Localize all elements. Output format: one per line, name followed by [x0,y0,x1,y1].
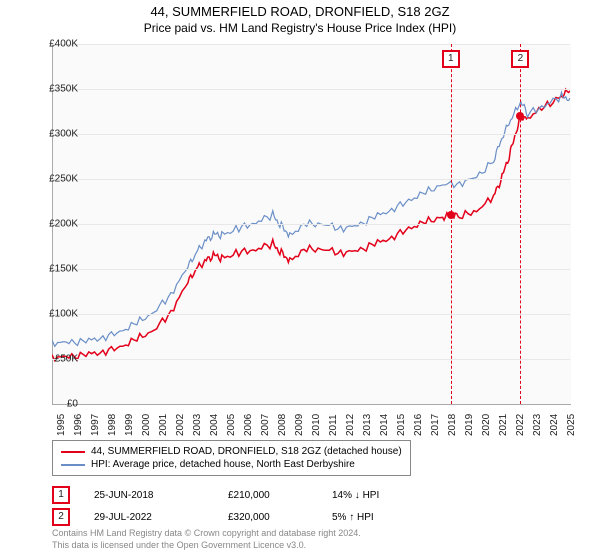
legend-item: 44, SUMMERFIELD ROAD, DRONFIELD, S18 2GZ… [61,445,402,458]
gridline-h [52,359,570,360]
chart-container: 44, SUMMERFIELD ROAD, DRONFIELD, S18 2GZ… [0,0,600,560]
x-axis-label: 2022 [515,414,526,436]
y-axis-label: £50K [28,354,78,365]
sale-marker-badge: 2 [52,508,70,526]
x-axis-label: 2013 [362,414,373,436]
x-axis-label: 2002 [175,414,186,436]
y-axis-label: £250K [28,174,78,185]
x-axis-label: 2001 [158,414,169,436]
series-line-price_paid [52,89,570,360]
x-axis-label: 2020 [481,414,492,436]
x-axis-label: 2009 [294,414,305,436]
x-axis-label: 2010 [311,414,322,436]
x-axis-label: 1997 [90,414,101,436]
legend-box: 44, SUMMERFIELD ROAD, DRONFIELD, S18 2GZ… [52,440,411,476]
gridline-h [52,314,570,315]
x-axis-label: 2014 [379,414,390,436]
x-axis-label: 2024 [549,414,560,436]
sale-price: £210,000 [228,490,308,501]
y-axis-label: £150K [28,264,78,275]
y-axis-label: £400K [28,39,78,50]
x-axis-label: 2021 [498,414,509,436]
sale-date: 29-JUL-2022 [94,512,204,523]
chart-title: 44, SUMMERFIELD ROAD, DRONFIELD, S18 2GZ [0,0,600,19]
marker-vline-2 [520,44,521,404]
marker-vline-1 [451,44,452,404]
x-axis-label: 2016 [413,414,424,436]
x-axis-label: 2011 [328,414,339,436]
sale-diff: 5% ↑ HPI [332,512,422,523]
sale-date: 25-JUN-2018 [94,490,204,501]
x-axis-label: 2007 [260,414,271,436]
gridline-h [52,89,570,90]
gridline-h [52,224,570,225]
x-axis-label: 1996 [73,414,84,436]
y-axis-label: £100K [28,309,78,320]
series-line-hpi [52,92,570,346]
chart-subtitle: Price paid vs. HM Land Registry's House … [0,19,600,39]
marker-dot-2 [516,112,524,120]
sale-marker-badge: 1 [52,486,70,504]
x-axis-label: 2000 [141,414,152,436]
legend-item: HPI: Average price, detached house, Nort… [61,458,402,471]
y-axis-label: £200K [28,219,78,230]
x-axis-label: 1998 [107,414,118,436]
x-axis-label: 2003 [192,414,203,436]
gridline-h [52,44,570,45]
marker-dot-1 [447,211,455,219]
legend-label: HPI: Average price, detached house, Nort… [91,459,355,470]
footer-line-2: This data is licensed under the Open Gov… [52,540,361,552]
x-axis-label: 2008 [277,414,288,436]
x-axis-label: 2017 [430,414,441,436]
y-axis-label: £300K [28,129,78,140]
gridline-h [52,269,570,270]
legend-label: 44, SUMMERFIELD ROAD, DRONFIELD, S18 2GZ… [91,446,402,457]
sales-table: 1 25-JUN-2018 £210,000 14% ↓ HPI 2 29-JUL-202… [52,484,422,528]
sale-row: 1 25-JUN-2018 £210,000 14% ↓ HPI [52,484,422,506]
sale-diff: 14% ↓ HPI [332,490,422,501]
footer-attribution: Contains HM Land Registry data © Crown c… [52,528,361,551]
legend-swatch [61,464,85,466]
y-axis-label: £350K [28,84,78,95]
x-axis-label: 2004 [209,414,220,436]
marker-badge-1: 1 [442,50,460,68]
x-axis-label: 2015 [396,414,407,436]
chart-plot-area: 12 [52,44,570,404]
x-axis-label: 2018 [447,414,458,436]
x-axis-label: 2023 [532,414,543,436]
x-axis-label: 2012 [345,414,356,436]
x-axis-label: 2005 [226,414,237,436]
legend-swatch [61,451,85,453]
x-axis-label: 2019 [464,414,475,436]
x-axis-label: 1995 [56,414,67,436]
gridline-h [52,179,570,180]
sale-row: 2 29-JUL-2022 £320,000 5% ↑ HPI [52,506,422,528]
sale-price: £320,000 [228,512,308,523]
footer-line-1: Contains HM Land Registry data © Crown c… [52,528,361,540]
x-axis-label: 1999 [124,414,135,436]
x-axis-label: 2025 [566,414,577,436]
y-axis-label: £0 [28,399,78,410]
x-axis-label: 2006 [243,414,254,436]
gridline-h [52,134,570,135]
marker-badge-2: 2 [511,50,529,68]
